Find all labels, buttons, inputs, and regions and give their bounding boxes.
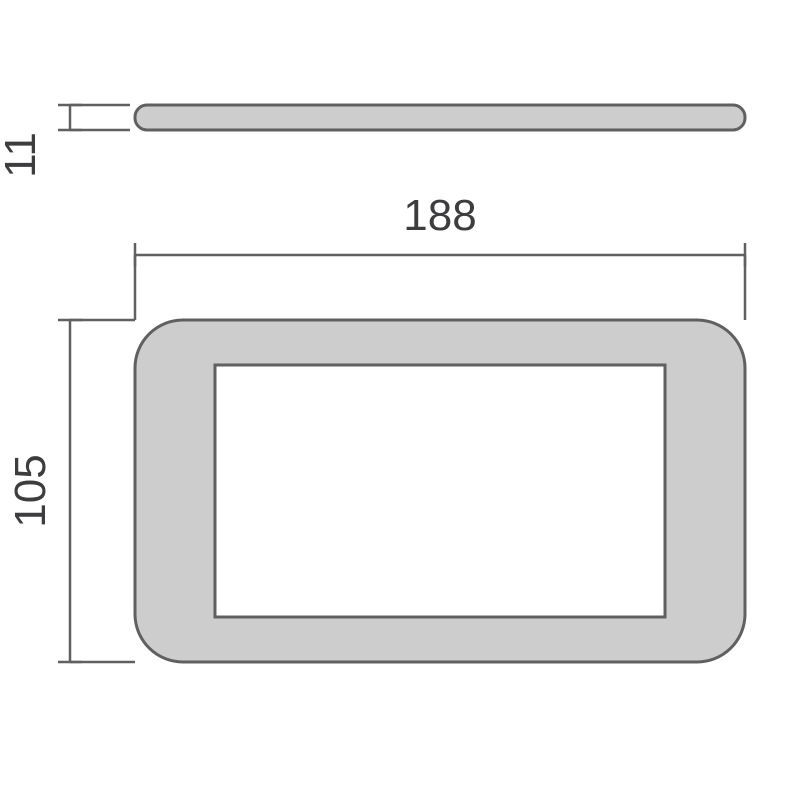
dim-width-label: 188 [403,191,476,240]
side-view [135,105,745,130]
dim-height-label: 105 [6,454,55,527]
front-view-frame [135,320,745,662]
dim-thickness-label: 11 [0,132,45,178]
